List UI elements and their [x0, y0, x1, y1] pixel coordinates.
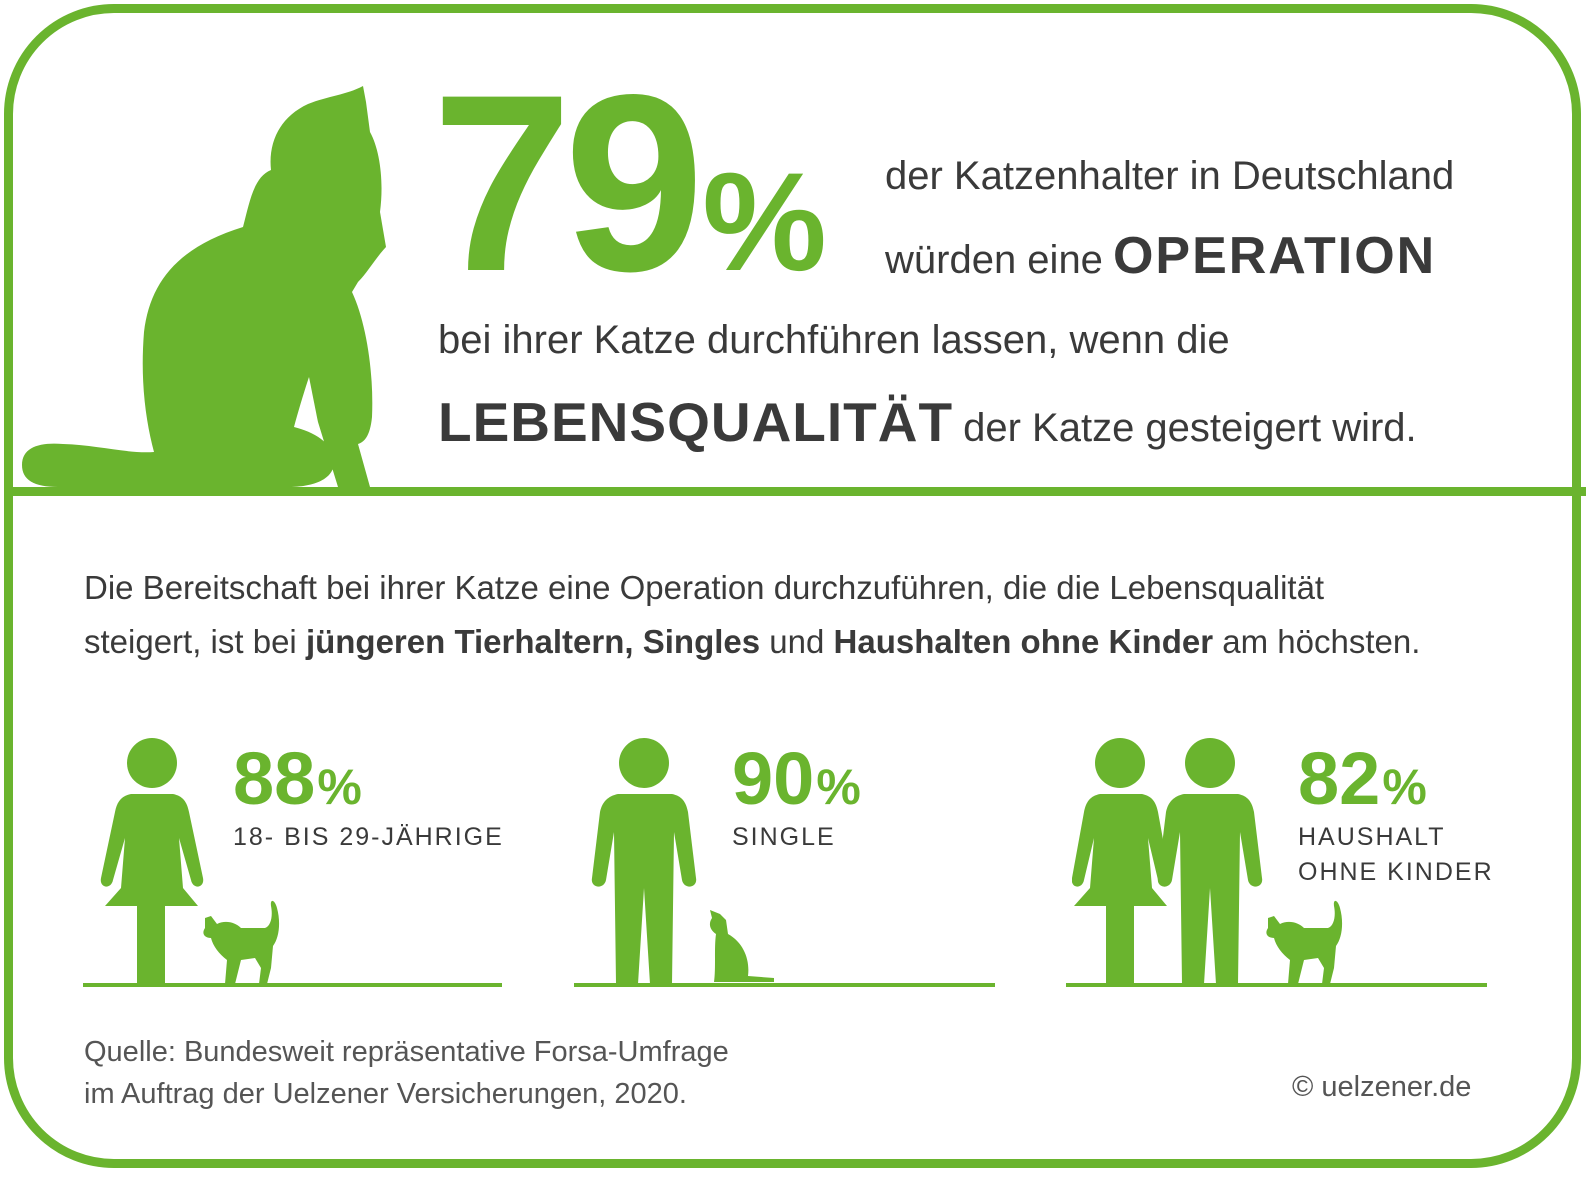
stat-young: 88% 18- BIS 29-JÄHRIGE: [233, 742, 504, 855]
section-divider: [8, 487, 1586, 496]
stat-young-unit: %: [317, 759, 362, 815]
stat-household-label-line-2: OHNE KINDER: [1298, 858, 1494, 886]
stat-household-label-line-1: HAUSHALT: [1298, 823, 1446, 851]
intro-line-2-c: und: [760, 623, 834, 660]
ground-line: [574, 983, 995, 987]
infographic-frame: [4, 4, 1581, 1168]
stat-household-unit: %: [1382, 759, 1427, 815]
source-line-2: im Auftrag der Uelzener Versicherungen, …: [84, 1078, 687, 1110]
stat-single-unit: %: [816, 759, 861, 815]
stat-single-label: SINGLE: [732, 823, 836, 851]
headline-line-4: LEBENSQUALITÄT der Katze gesteigert wird.: [438, 390, 1417, 454]
man-with-cat-icon: [591, 738, 774, 984]
headline-line-3: bei ihrer Katze durchführen lassen, wenn…: [438, 318, 1230, 362]
stat-single-percentage: 90%: [732, 742, 861, 816]
headline-percentage: 79%: [432, 58, 827, 310]
stat-single: 90% SINGLE: [732, 742, 861, 855]
intro-line-1: Die Bereitschaft bei ihrer Katze eine Op…: [84, 569, 1325, 606]
couple-with-cat-icon: [1072, 738, 1343, 984]
stat-young-label: 18- BIS 29-JÄHRIGE: [233, 823, 504, 851]
stat-household: 82% HAUSHALT OHNE KINDER: [1298, 742, 1494, 890]
headline-line-2-prefix: würden eine: [885, 238, 1103, 282]
intro-bold-households: Haushalten ohne Kinder: [833, 623, 1214, 660]
stat-single-value: 90: [732, 737, 815, 820]
intro-line-2-a: steigert, ist bei: [84, 623, 306, 660]
sitting-cat-icon: [22, 86, 386, 487]
headline-value: 79: [432, 43, 704, 324]
headline-unit: %: [702, 143, 827, 300]
stat-young-percentage: 88%: [233, 742, 504, 816]
stat-household-percentage: 82%: [1298, 742, 1494, 816]
intro-bold-young-singles: jüngeren Tierhaltern, Singles: [305, 623, 761, 660]
stat-household-label: HAUSHALT OHNE KINDER: [1298, 820, 1494, 890]
stat-household-value: 82: [1298, 737, 1381, 820]
headline-operation: OPERATION: [1112, 227, 1437, 285]
intro-line-2: steigert, ist bei jüngeren Tierhaltern, …: [84, 623, 1420, 661]
source-line-1: Quelle: Bundesweit repräsentative Forsa-…: [84, 1036, 729, 1068]
woman-with-cat-icon: [100, 738, 280, 984]
ground-line: [1066, 983, 1487, 987]
headline-line-1: der Katzenhalter in Deutschland: [885, 154, 1455, 198]
headline-line-4-suffix: der Katze gesteigert wird.: [963, 406, 1417, 450]
ground-line: [83, 983, 502, 987]
stat-young-value: 88: [233, 737, 316, 820]
source-note: Quelle: Bundesweit repräsentative Forsa-…: [84, 1031, 729, 1115]
copyright: © uelzener.de: [1292, 1071, 1472, 1103]
headline-lebensqualitaet: LEBENSQUALITÄT: [438, 391, 954, 453]
intro-line-2-e: am höchsten.: [1213, 623, 1421, 660]
headline-line-2: würden eine OPERATION: [885, 226, 1436, 286]
